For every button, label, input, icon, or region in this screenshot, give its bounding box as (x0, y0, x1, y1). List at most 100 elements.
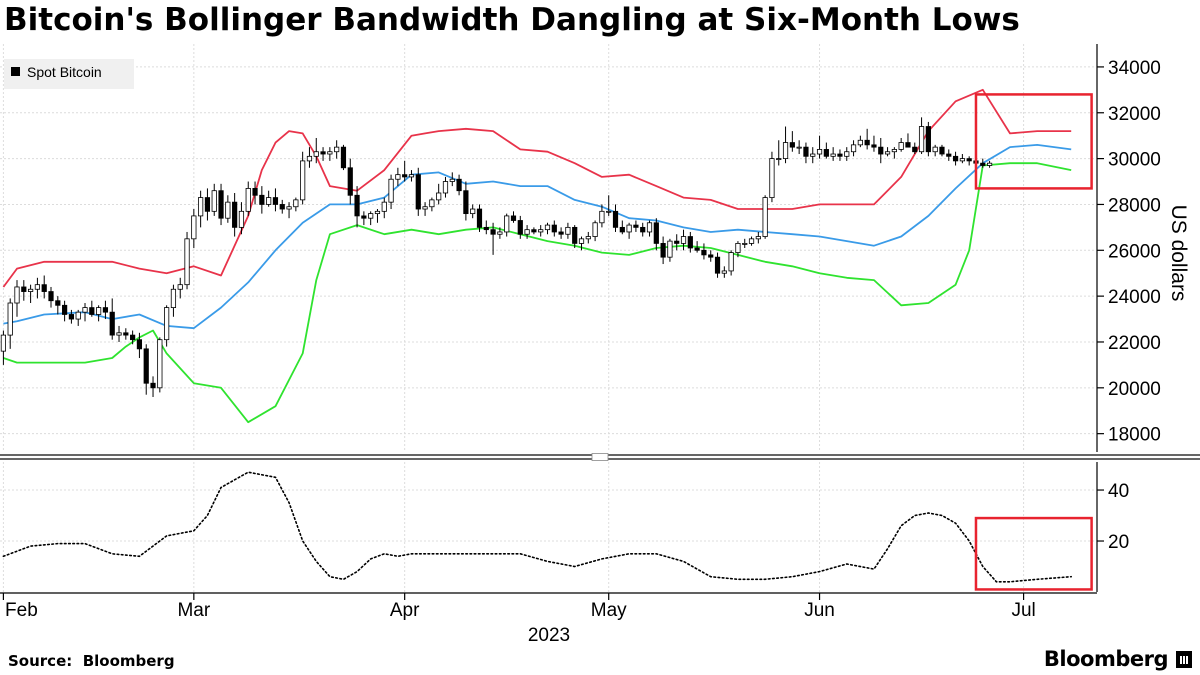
candle (592, 220, 598, 242)
x-tick-label: Feb (5, 600, 38, 621)
candle (177, 277, 183, 299)
candle (191, 209, 197, 248)
candle-body (891, 149, 897, 153)
candle-body (510, 215, 517, 221)
candle (524, 225, 530, 239)
candle (170, 284, 177, 317)
candle (680, 229, 687, 251)
candle (789, 131, 795, 152)
candle-body (742, 243, 748, 245)
candle-body (381, 201, 387, 212)
candle-body (524, 229, 530, 235)
candle (578, 236, 585, 251)
candle-body (796, 146, 802, 149)
candle (714, 252, 721, 278)
separator-grip (591, 453, 609, 461)
bandwidth-series (2, 471, 1072, 583)
candle (640, 222, 646, 237)
x-axis-label: 2023 (528, 625, 570, 646)
candle (782, 126, 789, 164)
candle-body (361, 215, 367, 219)
candle (823, 142, 829, 159)
candle-body (0, 334, 7, 352)
candle (327, 147, 333, 161)
candle (109, 298, 115, 340)
candle-body (572, 226, 578, 244)
candle-body (28, 288, 34, 292)
candle (218, 183, 224, 226)
y-tick-label: 22000 (1108, 333, 1161, 354)
candle (28, 284, 34, 304)
y-tick-label: 20000 (1108, 379, 1161, 400)
candle (844, 147, 850, 161)
candle (490, 222, 496, 255)
candle (544, 222, 551, 235)
candle (939, 144, 945, 157)
candle-body (565, 226, 571, 235)
candle-body (905, 142, 911, 148)
candle (585, 231, 591, 244)
candle-body (687, 236, 693, 249)
candle (517, 215, 523, 239)
candle (116, 325, 122, 342)
candle (606, 195, 612, 216)
candle-body (653, 222, 659, 244)
candle-body (68, 314, 75, 320)
candle-body (789, 142, 795, 148)
candle (470, 204, 476, 219)
x-tick-label: Jul (1011, 600, 1035, 621)
candle-body (75, 311, 81, 320)
candle-body (34, 284, 41, 290)
candle (728, 250, 734, 276)
candle-body (837, 153, 843, 157)
candle (959, 154, 965, 164)
candle-body (293, 199, 299, 208)
candle (320, 147, 326, 161)
candle-body (422, 206, 428, 210)
candle (837, 149, 843, 161)
candle (238, 202, 245, 235)
bloomberg-logo-icon (1176, 651, 1192, 668)
candle-body (823, 149, 829, 157)
candle (102, 300, 109, 320)
candle-body (667, 240, 673, 258)
candle-body (306, 155, 313, 162)
candle-body (850, 144, 857, 153)
candle (776, 140, 782, 166)
candle-body (170, 288, 177, 308)
candle (497, 227, 503, 239)
candle (755, 231, 761, 244)
candle (55, 296, 61, 315)
y-tick-label: 34000 (1108, 58, 1161, 79)
bandwidth-line (2, 471, 1072, 583)
candle-body (266, 197, 272, 205)
candle-body (313, 151, 319, 157)
candle (232, 192, 238, 237)
candle (762, 195, 768, 239)
candle-body (102, 307, 109, 313)
band-upper (2, 88, 1072, 288)
candle (340, 144, 347, 171)
axes: 18000 20000 22000 24000 26000 28000 30000 32000… (0, 44, 1200, 621)
candle-body (116, 332, 122, 336)
candle-body (340, 146, 347, 169)
candle-body (109, 311, 115, 336)
candle (123, 328, 129, 340)
candle-body (646, 222, 653, 233)
candle (463, 181, 469, 221)
candle (878, 137, 884, 164)
candle (374, 209, 381, 223)
candle-body (898, 142, 904, 150)
candle-body (442, 181, 449, 194)
candle-body (959, 158, 965, 162)
y-axis-label: US dollars (1167, 205, 1190, 302)
candle (504, 213, 510, 237)
candle-body (82, 307, 88, 313)
candle-body (640, 226, 646, 233)
candle (266, 190, 272, 207)
legend: Spot Bitcoin (4, 59, 134, 89)
candle-body (966, 158, 972, 162)
candle-body (932, 146, 938, 153)
candle-body (279, 204, 285, 210)
